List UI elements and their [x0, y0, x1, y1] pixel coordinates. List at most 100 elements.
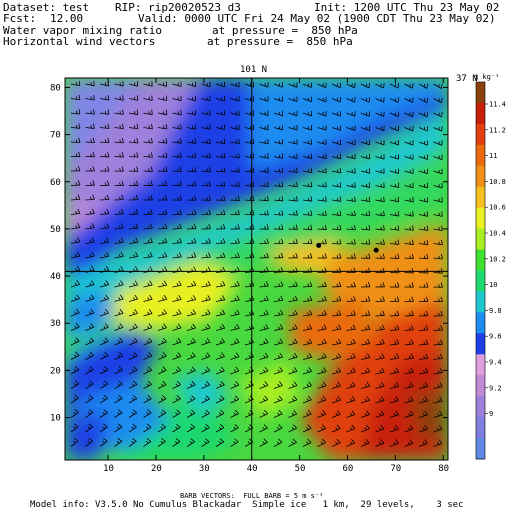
wind-barb [128, 194, 139, 201]
wind-barb [331, 125, 341, 131]
wind-barb [99, 423, 108, 433]
wind-barb [302, 125, 312, 131]
wind-barb [375, 310, 385, 317]
wind-barb [114, 438, 123, 447]
wind-barb [404, 353, 414, 360]
wind-barb [389, 168, 400, 174]
wind-barb [201, 195, 211, 201]
wind-barb [375, 339, 385, 346]
wind-barb [346, 82, 356, 89]
wind-barb [114, 81, 124, 87]
wind-barb [230, 381, 240, 389]
wind-barb [157, 138, 168, 144]
wind-barb [389, 196, 400, 203]
wind-barb [404, 439, 414, 447]
wind-barb [201, 252, 211, 259]
wind-barb [70, 251, 81, 259]
wind-barb [418, 182, 429, 189]
wind-barb [186, 280, 197, 288]
wind-barb [143, 409, 152, 418]
wind-barb [114, 95, 124, 101]
colorbar-label: 9.2 [489, 384, 502, 392]
wind-barb [157, 423, 166, 433]
colorbar-swatch [476, 417, 485, 439]
wind-barb [346, 253, 356, 259]
y-tick-label: 10 [50, 414, 61, 424]
moisture-field [65, 78, 448, 460]
wind-barb [215, 252, 226, 259]
wind-barb [346, 367, 356, 375]
y-tick-label: 20 [50, 366, 61, 376]
colorbar-swatch [476, 375, 485, 397]
wind-barb [360, 424, 370, 433]
wind-barb [201, 323, 211, 331]
wind-barb [215, 209, 226, 216]
wind-barb [230, 338, 240, 346]
wind-barb [346, 239, 356, 245]
colorbar-swatch [476, 82, 485, 104]
wind-barb [331, 210, 342, 216]
x-tick-label: 30 [199, 464, 210, 474]
wind-barb [375, 154, 385, 160]
wind-barb [346, 396, 356, 404]
wind-barb [317, 381, 327, 389]
wind-barb [433, 439, 443, 447]
wind-barb [114, 237, 124, 244]
wind-barb [186, 409, 196, 418]
wind-barb [186, 181, 197, 187]
colorbar-label: 10.2 [489, 255, 506, 263]
wind-barb [404, 196, 414, 203]
wind-barb [128, 409, 137, 418]
wind-barb [404, 154, 414, 160]
wind-barb [404, 83, 414, 89]
wind-barb [172, 209, 182, 215]
wind-barb [331, 153, 342, 160]
wind-barb [186, 110, 197, 116]
wind-barb [99, 194, 110, 201]
wind-barb [317, 224, 327, 231]
wind-barb [186, 380, 196, 389]
wind-barb [114, 109, 124, 115]
wind-barb [85, 80, 95, 87]
colorbar-swatch [476, 312, 485, 334]
wind-barb [99, 280, 110, 288]
wind-barb [128, 323, 138, 331]
wind-barb [143, 152, 153, 158]
wind-barb [157, 81, 168, 87]
wind-barb [143, 280, 153, 288]
cross-section-lines [65, 78, 448, 460]
colorbar-swatch [476, 354, 485, 376]
wind-barb [317, 338, 327, 346]
wind-barb [433, 339, 443, 346]
wind-barb [404, 296, 414, 302]
wind-barb [70, 423, 79, 433]
wind-barb [288, 224, 298, 230]
wind-barb [433, 254, 443, 260]
wind-barb [288, 438, 297, 447]
wind-barb [317, 395, 327, 404]
wind-barb [418, 339, 429, 346]
wind-barb [433, 325, 443, 331]
wind-barb [317, 96, 327, 103]
wind-barb [389, 424, 399, 433]
wind-barb [244, 167, 255, 173]
colorbar-label: 10.8 [489, 178, 506, 186]
wind-barb [172, 280, 182, 288]
wind-barb [215, 124, 226, 130]
colorbar-label: 11.4 [489, 101, 506, 109]
wind-barb [70, 437, 79, 447]
wind-barb [85, 308, 95, 317]
wind-barb [346, 381, 356, 389]
wind-barb [273, 96, 283, 102]
wind-barb [418, 111, 429, 118]
wind-barb [389, 410, 399, 418]
wind-barb [418, 310, 429, 317]
wind-barb [273, 281, 284, 288]
wind-barb [215, 409, 225, 418]
wind-barb [143, 337, 153, 346]
wind-barb [302, 324, 313, 331]
wind-barb [259, 424, 268, 433]
wind-barb [186, 223, 197, 230]
wind-barb [230, 395, 240, 404]
wind-barb [302, 167, 313, 174]
